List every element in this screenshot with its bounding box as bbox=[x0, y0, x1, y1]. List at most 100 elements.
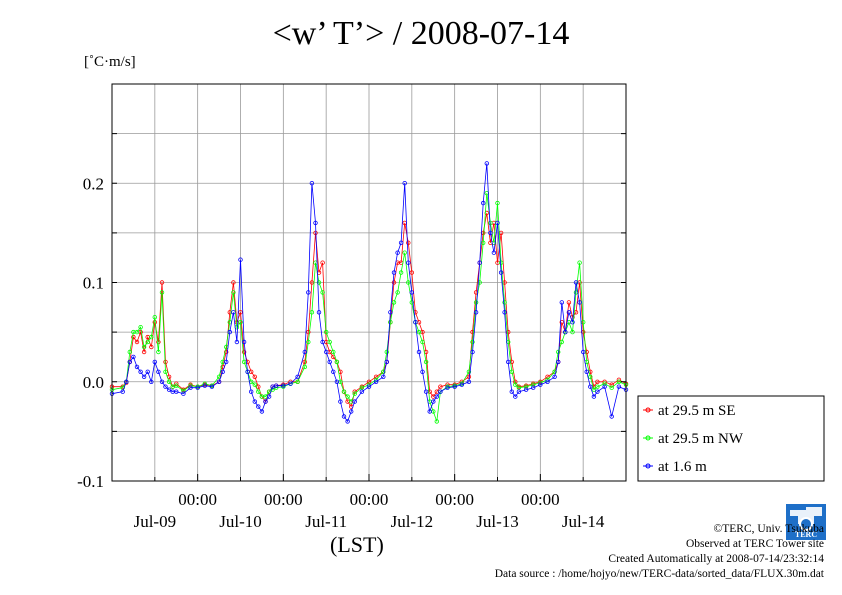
data-point bbox=[481, 200, 486, 206]
x-tick-date-label: Jul-13 bbox=[476, 512, 519, 531]
data-point bbox=[345, 394, 350, 399]
data-point bbox=[409, 290, 414, 295]
data-point bbox=[577, 300, 582, 305]
data-point bbox=[595, 389, 600, 394]
data-point bbox=[127, 359, 132, 365]
grid bbox=[112, 83, 626, 482]
data-point bbox=[256, 389, 261, 394]
data-point bbox=[141, 374, 147, 379]
data-point bbox=[513, 382, 518, 387]
data-point bbox=[238, 320, 243, 325]
x-axis-label: (LST) bbox=[330, 532, 384, 557]
source-text: Data source : /home/hojyo/new/TERC-data/… bbox=[494, 568, 824, 580]
data-point bbox=[327, 359, 332, 365]
data-point bbox=[473, 300, 479, 305]
data-point bbox=[466, 369, 472, 374]
legend-marker bbox=[645, 407, 651, 413]
data-point bbox=[266, 394, 272, 399]
data-point bbox=[488, 230, 493, 236]
data-point bbox=[570, 329, 575, 335]
data-point bbox=[145, 369, 150, 374]
chart-title: <w’ T’> / 2008-07-14 bbox=[272, 15, 570, 52]
data-point bbox=[366, 384, 372, 389]
x-tick-time-label: 00:00 bbox=[264, 490, 303, 509]
data-point bbox=[241, 359, 247, 365]
observed-text: Observed at TERC Tower site bbox=[685, 538, 824, 550]
data-point bbox=[134, 364, 140, 370]
y-tick-label: -0.1 bbox=[77, 472, 104, 491]
data-point bbox=[281, 383, 286, 388]
data-point bbox=[431, 399, 436, 404]
data-point bbox=[423, 389, 429, 394]
data-point bbox=[188, 385, 193, 390]
x-tick-time-label: 00:00 bbox=[435, 490, 474, 509]
data-point bbox=[231, 310, 236, 315]
data-point bbox=[306, 290, 311, 295]
data-point bbox=[459, 382, 464, 387]
legend-label: at 29.5 m SE bbox=[658, 403, 736, 419]
data-point bbox=[306, 329, 311, 335]
data-point bbox=[138, 325, 143, 330]
data-point bbox=[202, 383, 207, 388]
data-point bbox=[391, 300, 397, 305]
data-point bbox=[538, 382, 543, 387]
data-point bbox=[413, 320, 418, 325]
data-point bbox=[134, 339, 140, 345]
data-point bbox=[316, 310, 322, 315]
data-point bbox=[159, 280, 165, 285]
data-point bbox=[209, 384, 215, 389]
data-point bbox=[559, 339, 564, 345]
data-point bbox=[316, 280, 322, 285]
data-point bbox=[531, 385, 536, 390]
data-point bbox=[602, 384, 607, 389]
data-point bbox=[409, 300, 414, 305]
data-point bbox=[134, 329, 140, 335]
data-point bbox=[120, 389, 125, 394]
data-point bbox=[559, 300, 564, 305]
data-point bbox=[156, 349, 161, 355]
data-point bbox=[320, 260, 325, 265]
legend-label: at 29.5 m NW bbox=[658, 431, 744, 447]
series-layer bbox=[109, 161, 629, 424]
data-point bbox=[477, 260, 482, 265]
y-tick-label: 0.0 bbox=[83, 373, 104, 392]
data-point bbox=[406, 280, 411, 285]
data-point bbox=[566, 310, 572, 315]
data-point bbox=[556, 349, 561, 355]
data-point bbox=[409, 270, 414, 275]
data-point bbox=[338, 399, 343, 404]
data-point bbox=[324, 349, 329, 355]
data-point bbox=[131, 354, 136, 360]
data-point bbox=[416, 329, 422, 335]
data-point bbox=[577, 260, 582, 265]
data-point bbox=[341, 389, 347, 394]
data-point bbox=[438, 389, 443, 394]
data-point bbox=[395, 250, 400, 255]
data-point bbox=[245, 369, 250, 374]
data-point bbox=[427, 409, 432, 414]
data-point bbox=[595, 379, 600, 384]
data-point bbox=[523, 387, 529, 392]
legend-marker bbox=[645, 463, 651, 469]
data-point bbox=[238, 257, 243, 262]
x-tick-time-label: 00:00 bbox=[521, 490, 560, 509]
data-point bbox=[231, 280, 236, 285]
data-point bbox=[145, 339, 150, 345]
data-point bbox=[470, 349, 475, 355]
data-point bbox=[398, 270, 404, 275]
data-point bbox=[359, 389, 365, 394]
copyright-text: ©TERC, Univ. Tsukuba bbox=[713, 523, 824, 535]
data-point bbox=[495, 200, 500, 206]
data-point bbox=[545, 379, 550, 384]
x-tick-date-label: Jul-10 bbox=[219, 512, 262, 531]
data-point bbox=[159, 379, 165, 384]
x-tick-time-label: 00:00 bbox=[350, 490, 389, 509]
data-point bbox=[545, 374, 550, 379]
data-point bbox=[509, 369, 514, 374]
data-point bbox=[256, 404, 261, 409]
data-point bbox=[241, 349, 247, 355]
data-point bbox=[481, 240, 486, 245]
data-point bbox=[402, 250, 407, 255]
data-point bbox=[223, 359, 229, 365]
